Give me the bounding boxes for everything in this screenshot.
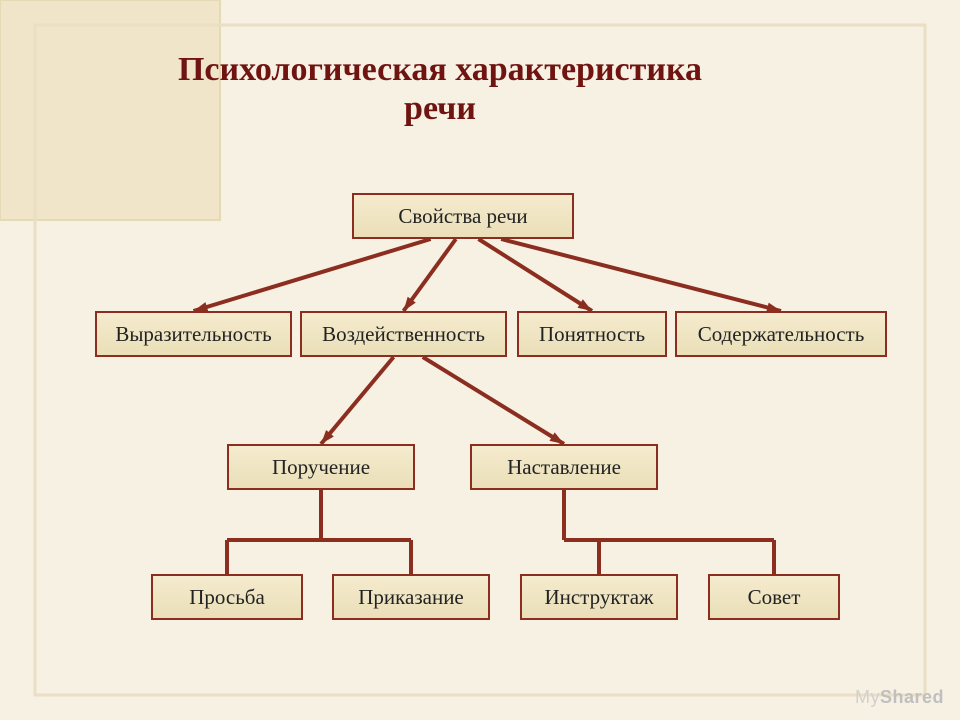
node-label: Инструктаж (544, 585, 653, 610)
slide: Психологическая характеристика речи Свой… (0, 0, 960, 720)
node-label: Просьба (189, 585, 265, 610)
node-root: Свойства речи (352, 193, 574, 239)
node-l2a: Поручение (227, 444, 415, 490)
node-label: Совет (748, 585, 801, 610)
node-l3c: Инструктаж (520, 574, 678, 620)
node-label: Понятность (539, 322, 645, 347)
node-label: Содержательность (698, 322, 865, 347)
page-title: Психологическая характеристика речи (110, 50, 770, 128)
node-label: Приказание (358, 585, 464, 610)
node-l3b: Приказание (332, 574, 490, 620)
node-label: Наставление (507, 455, 621, 480)
node-l2b: Наставление (470, 444, 658, 490)
node-l3a: Просьба (151, 574, 303, 620)
watermark: MyShared (855, 687, 944, 708)
node-label: Воздейственность (322, 322, 485, 347)
node-label: Свойства речи (398, 204, 527, 229)
title-line-2: речи (110, 89, 770, 128)
title-line-1: Психологическая характеристика (110, 50, 770, 89)
node-l1c: Понятность (517, 311, 667, 357)
node-label: Выразительность (115, 322, 271, 347)
node-l1b: Воздейственность (300, 311, 507, 357)
node-l1d: Содержательность (675, 311, 887, 357)
watermark-part-1: My (855, 687, 880, 707)
node-label: Поручение (272, 455, 370, 480)
node-l3d: Совет (708, 574, 840, 620)
watermark-part-2: Shared (880, 687, 944, 707)
node-l1a: Выразительность (95, 311, 292, 357)
